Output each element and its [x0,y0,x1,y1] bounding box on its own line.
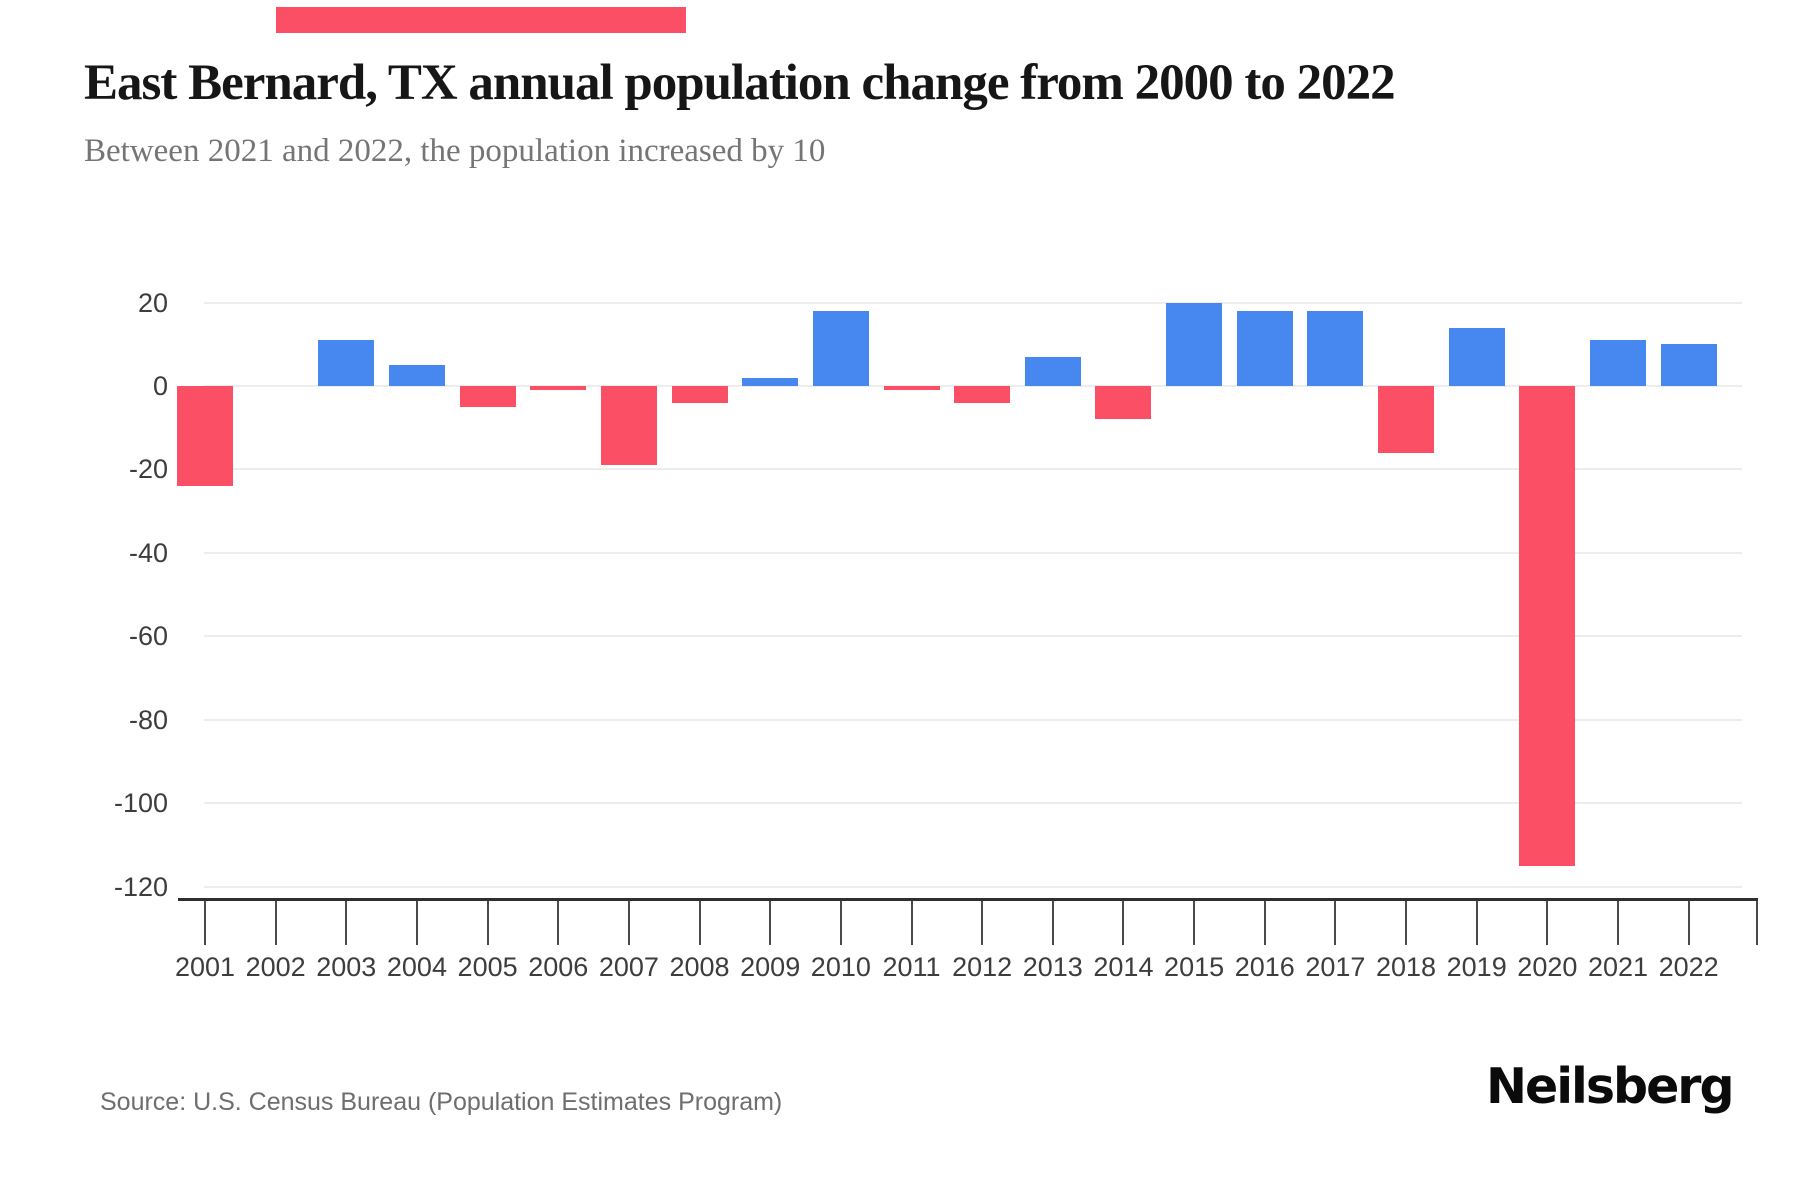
x-axis-label-2004: 2004 [386,952,447,982]
bar-2005[interactable] [459,386,516,407]
y-axis-label--100: -100 [113,788,168,819]
y-axis-label--40: -40 [128,537,168,568]
x-axis-label-2001: 2001 [174,952,236,982]
x-axis-tick-end [1756,901,1758,945]
x-axis-tick-2016 [1263,901,1266,945]
bar-2010[interactable] [812,310,869,386]
x-axis-line [178,898,1758,901]
x-axis-tick-2017 [1334,901,1337,945]
x-axis-tick-2019 [1475,901,1478,945]
gridline-y--80 [204,718,1742,721]
chart-title: East Bernard, TX annual population chang… [84,55,1396,111]
y-axis-label-20: 20 [137,287,168,318]
x-axis-tick-2020 [1546,901,1549,945]
bar-2008[interactable] [671,386,728,403]
y-axis-label-0: 0 [152,371,168,401]
x-axis-label-2018: 2018 [1376,952,1437,982]
bar-2003[interactable] [318,340,375,386]
gridline-y--20 [204,468,1742,471]
x-axis-label-2012: 2012 [952,952,1013,982]
bar-2009[interactable] [742,377,799,386]
y-axis-label--20: -20 [128,454,168,485]
bar-2006[interactable] [530,386,587,391]
bar-2001[interactable] [177,386,233,487]
x-axis-tick-2021 [1617,901,1619,945]
x-axis-tick-2009 [769,901,772,945]
x-axis-tick-2006 [557,901,560,945]
x-axis-tick-2013 [1051,901,1054,945]
gridline-y--40 [204,551,1742,554]
x-axis-tick-2014 [1122,901,1125,945]
bar-2021[interactable] [1590,340,1646,386]
x-axis-label-2009: 2009 [740,952,801,982]
x-axis-tick-2012 [981,901,984,945]
bar-2020[interactable] [1519,386,1576,867]
bar-2022[interactable] [1660,344,1717,386]
x-axis-label-2021: 2021 [1587,952,1649,982]
bar-2004[interactable] [388,365,445,386]
x-axis-label-2007: 2007 [598,952,659,982]
x-axis-label-2011: 2011 [882,952,941,982]
gridline-y-20 [204,301,1742,304]
x-axis-label-2014: 2014 [1093,952,1154,982]
x-axis-label-2006: 2006 [528,952,589,982]
x-axis-label-2010: 2010 [810,952,871,982]
source-attribution: Source: U.S. Census Bureau (Population E… [100,1088,783,1116]
y-axis-label--80: -80 [128,704,168,735]
x-axis-label-2015: 2015 [1164,952,1225,982]
x-axis-tick-2015 [1193,901,1196,945]
x-axis-label-2017: 2017 [1305,952,1366,982]
y-axis-label--120: -120 [113,871,168,902]
bar-2007[interactable] [600,386,657,466]
x-axis-label-2020: 2020 [1517,952,1578,982]
x-axis-tick-2018 [1405,901,1408,945]
gridline-y--120 [204,885,1742,888]
x-axis-label-2019: 2019 [1446,952,1507,982]
x-axis-tick-2001 [204,901,206,945]
bar-2014[interactable] [1095,386,1152,420]
neilsberg-logo[interactable]: Neilsberg [1486,1058,1735,1115]
gridline-y--60 [204,635,1742,638]
y-axis-label--60: -60 [128,621,168,652]
x-axis-tick-2004 [415,901,418,945]
x-axis-label-2016: 2016 [1234,952,1295,982]
x-axis-tick-2005 [486,901,489,945]
bar-2012[interactable] [954,386,1011,403]
x-axis-label-2022: 2022 [1658,952,1719,982]
x-axis-tick-2011 [910,901,913,945]
x-axis-tick-2022 [1687,901,1690,945]
x-axis-label-2005: 2005 [457,952,518,982]
x-axis-label-2013: 2013 [1022,952,1083,982]
x-axis-tick-2003 [345,901,348,945]
gridline-y--100 [204,802,1742,805]
x-axis-label-2008: 2008 [669,952,730,982]
bar-2017[interactable] [1307,310,1364,386]
x-axis-tick-2002 [274,901,277,945]
x-axis-label-2003: 2003 [316,952,377,982]
x-axis-tick-2008 [698,901,701,945]
bar-2013[interactable] [1024,356,1081,386]
x-axis-tick-2010 [839,901,842,945]
chart-subtitle: Between 2021 and 2022, the population in… [84,133,826,169]
bar-2016[interactable] [1236,310,1293,386]
bar-2019[interactable] [1448,327,1505,386]
top-accent-bar [276,7,686,33]
bar-2011[interactable] [883,386,940,391]
bar-2015[interactable] [1166,302,1223,386]
x-axis-label-2002: 2002 [245,952,306,982]
x-axis-tick-2007 [627,901,630,945]
bar-2018[interactable] [1378,386,1435,453]
